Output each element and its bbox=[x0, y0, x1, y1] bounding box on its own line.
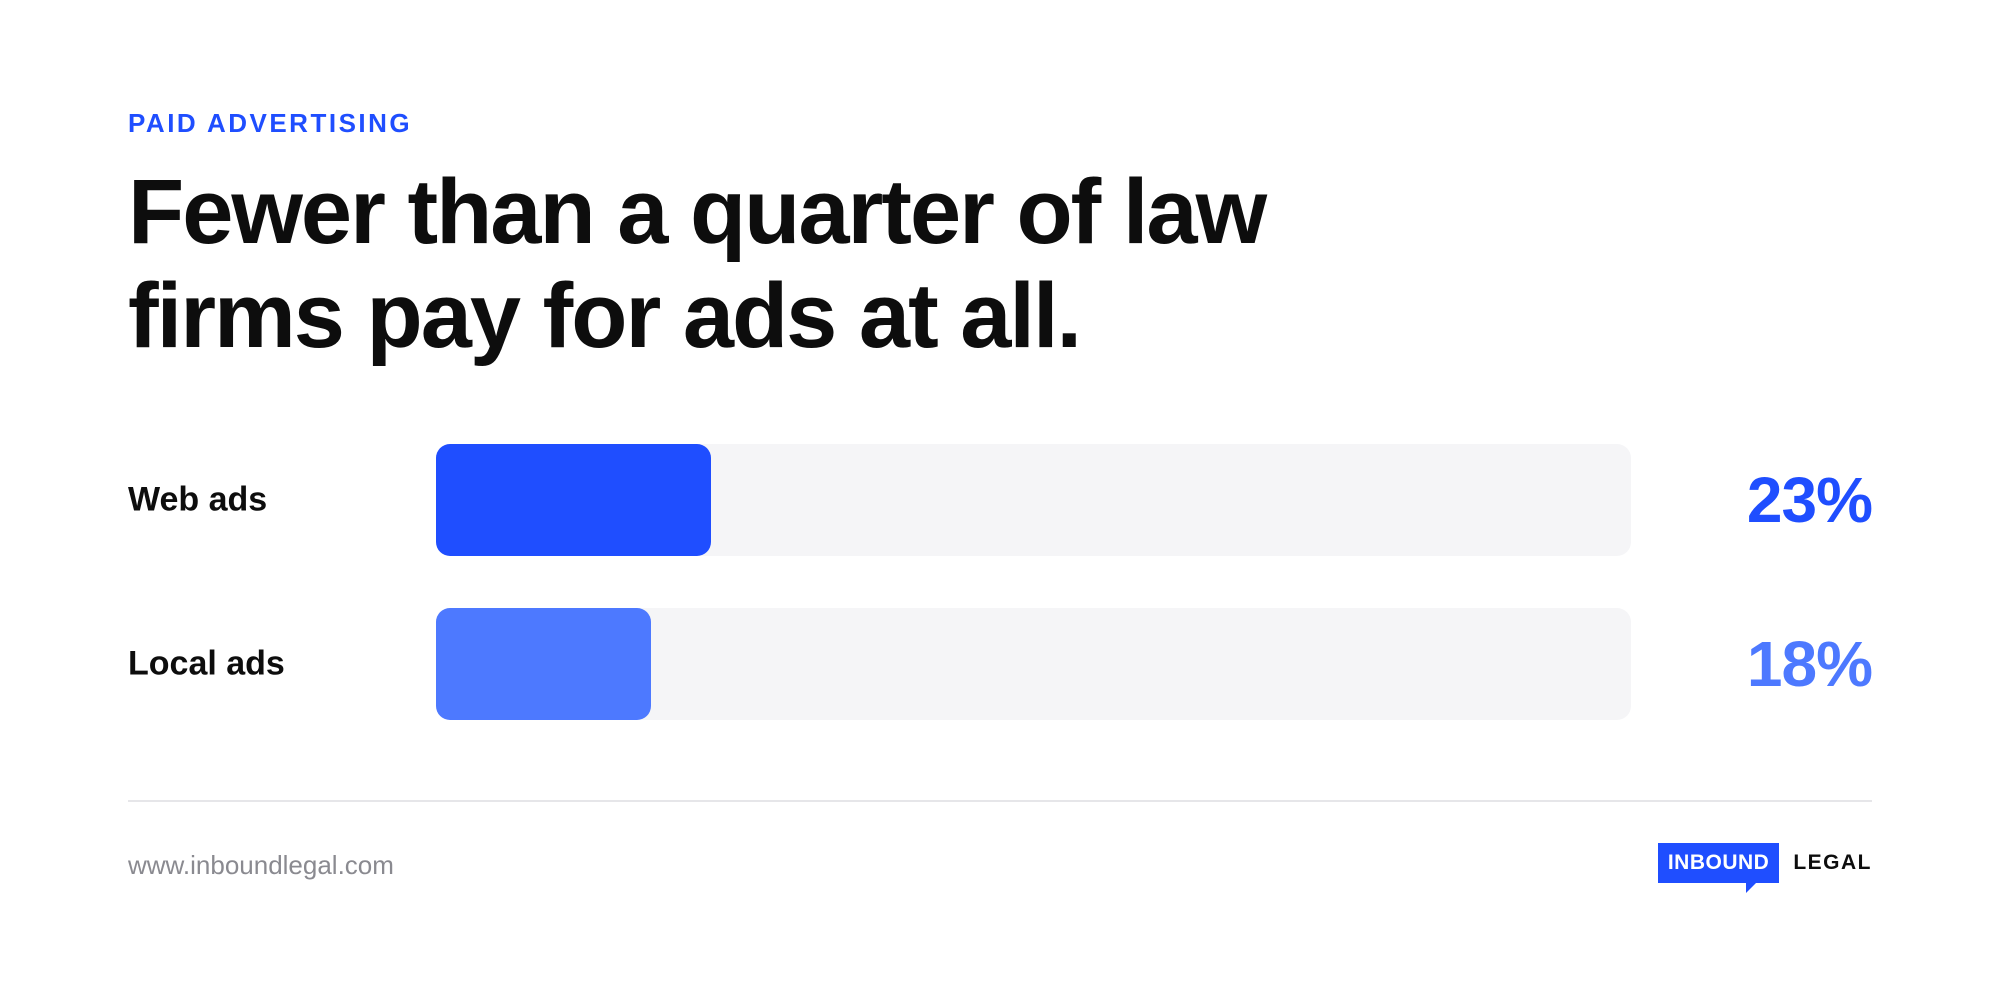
logo-mark: INBOUND bbox=[1657, 843, 1780, 893]
category-label: Web ads bbox=[128, 480, 268, 519]
chart-title: Fewer than a quarter of law firms pay fo… bbox=[128, 161, 1267, 367]
kicker: PAID ADVERTISING bbox=[128, 108, 413, 138]
divider bbox=[128, 800, 1872, 802]
logo: INBOUND LEGAL bbox=[1657, 843, 1872, 893]
bar bbox=[436, 444, 711, 556]
footer-url: www.inboundlegal.com bbox=[128, 850, 394, 880]
category-label: Local ads bbox=[128, 644, 285, 683]
logo-word: LEGAL bbox=[1793, 851, 1872, 874]
value-label: 23% bbox=[1746, 464, 1873, 536]
value-label: 18% bbox=[1746, 628, 1873, 700]
bar bbox=[436, 608, 652, 720]
